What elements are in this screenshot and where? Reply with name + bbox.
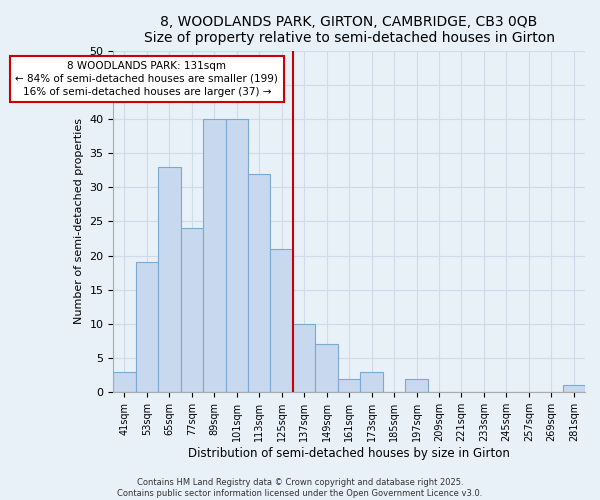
Text: Contains HM Land Registry data © Crown copyright and database right 2025.
Contai: Contains HM Land Registry data © Crown c… — [118, 478, 482, 498]
Bar — [271, 248, 293, 392]
Text: 8 WOODLANDS PARK: 131sqm
← 84% of semi-detached houses are smaller (199)
16% of : 8 WOODLANDS PARK: 131sqm ← 84% of semi-d… — [16, 61, 278, 97]
X-axis label: Distribution of semi-detached houses by size in Girton: Distribution of semi-detached houses by … — [188, 447, 510, 460]
Bar — [361, 372, 383, 392]
Bar — [248, 174, 271, 392]
Bar — [136, 262, 158, 392]
Bar — [158, 166, 181, 392]
Bar — [203, 119, 226, 392]
Bar — [113, 372, 136, 392]
Bar — [181, 228, 203, 392]
Title: 8, WOODLANDS PARK, GIRTON, CAMBRIDGE, CB3 0QB
Size of property relative to semi-: 8, WOODLANDS PARK, GIRTON, CAMBRIDGE, CB… — [143, 15, 554, 45]
Bar — [293, 324, 316, 392]
Y-axis label: Number of semi-detached properties: Number of semi-detached properties — [74, 118, 84, 324]
Bar — [338, 378, 361, 392]
Bar — [316, 344, 338, 392]
Bar — [563, 386, 585, 392]
Bar — [405, 378, 428, 392]
Bar — [226, 119, 248, 392]
